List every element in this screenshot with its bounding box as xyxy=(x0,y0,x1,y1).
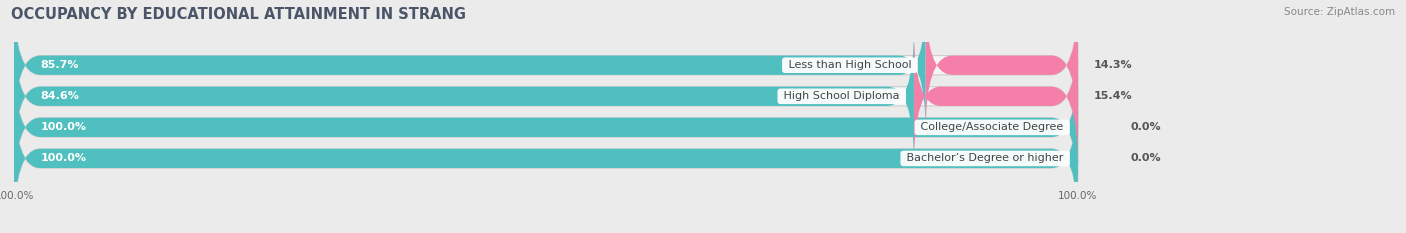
Text: 15.4%: 15.4% xyxy=(1094,91,1132,101)
FancyBboxPatch shape xyxy=(914,28,1078,164)
Text: Less than High School: Less than High School xyxy=(785,60,915,70)
Text: College/Associate Degree: College/Associate Degree xyxy=(917,122,1067,132)
FancyBboxPatch shape xyxy=(14,59,1078,195)
FancyBboxPatch shape xyxy=(925,0,1078,133)
FancyBboxPatch shape xyxy=(14,0,925,133)
Text: 84.6%: 84.6% xyxy=(41,91,80,101)
Text: 14.3%: 14.3% xyxy=(1094,60,1132,70)
FancyBboxPatch shape xyxy=(14,59,1078,195)
Text: 0.0%: 0.0% xyxy=(1130,122,1161,132)
Text: Source: ZipAtlas.com: Source: ZipAtlas.com xyxy=(1284,7,1395,17)
Text: 100.0%: 100.0% xyxy=(41,122,87,132)
Text: OCCUPANCY BY EDUCATIONAL ATTAINMENT IN STRANG: OCCUPANCY BY EDUCATIONAL ATTAINMENT IN S… xyxy=(11,7,467,22)
FancyBboxPatch shape xyxy=(14,90,1078,226)
FancyBboxPatch shape xyxy=(14,0,1078,133)
Text: High School Diploma: High School Diploma xyxy=(780,91,903,101)
Text: 85.7%: 85.7% xyxy=(41,60,79,70)
FancyBboxPatch shape xyxy=(14,90,1078,226)
FancyBboxPatch shape xyxy=(14,28,914,164)
FancyBboxPatch shape xyxy=(14,28,1078,164)
Text: 0.0%: 0.0% xyxy=(1130,154,1161,163)
Text: 100.0%: 100.0% xyxy=(41,154,87,163)
Text: Bachelor’s Degree or higher: Bachelor’s Degree or higher xyxy=(903,154,1067,163)
